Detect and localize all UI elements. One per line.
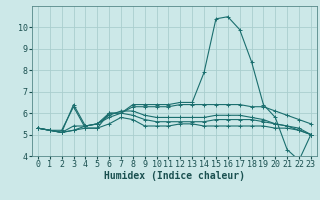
X-axis label: Humidex (Indice chaleur): Humidex (Indice chaleur) <box>104 171 245 181</box>
